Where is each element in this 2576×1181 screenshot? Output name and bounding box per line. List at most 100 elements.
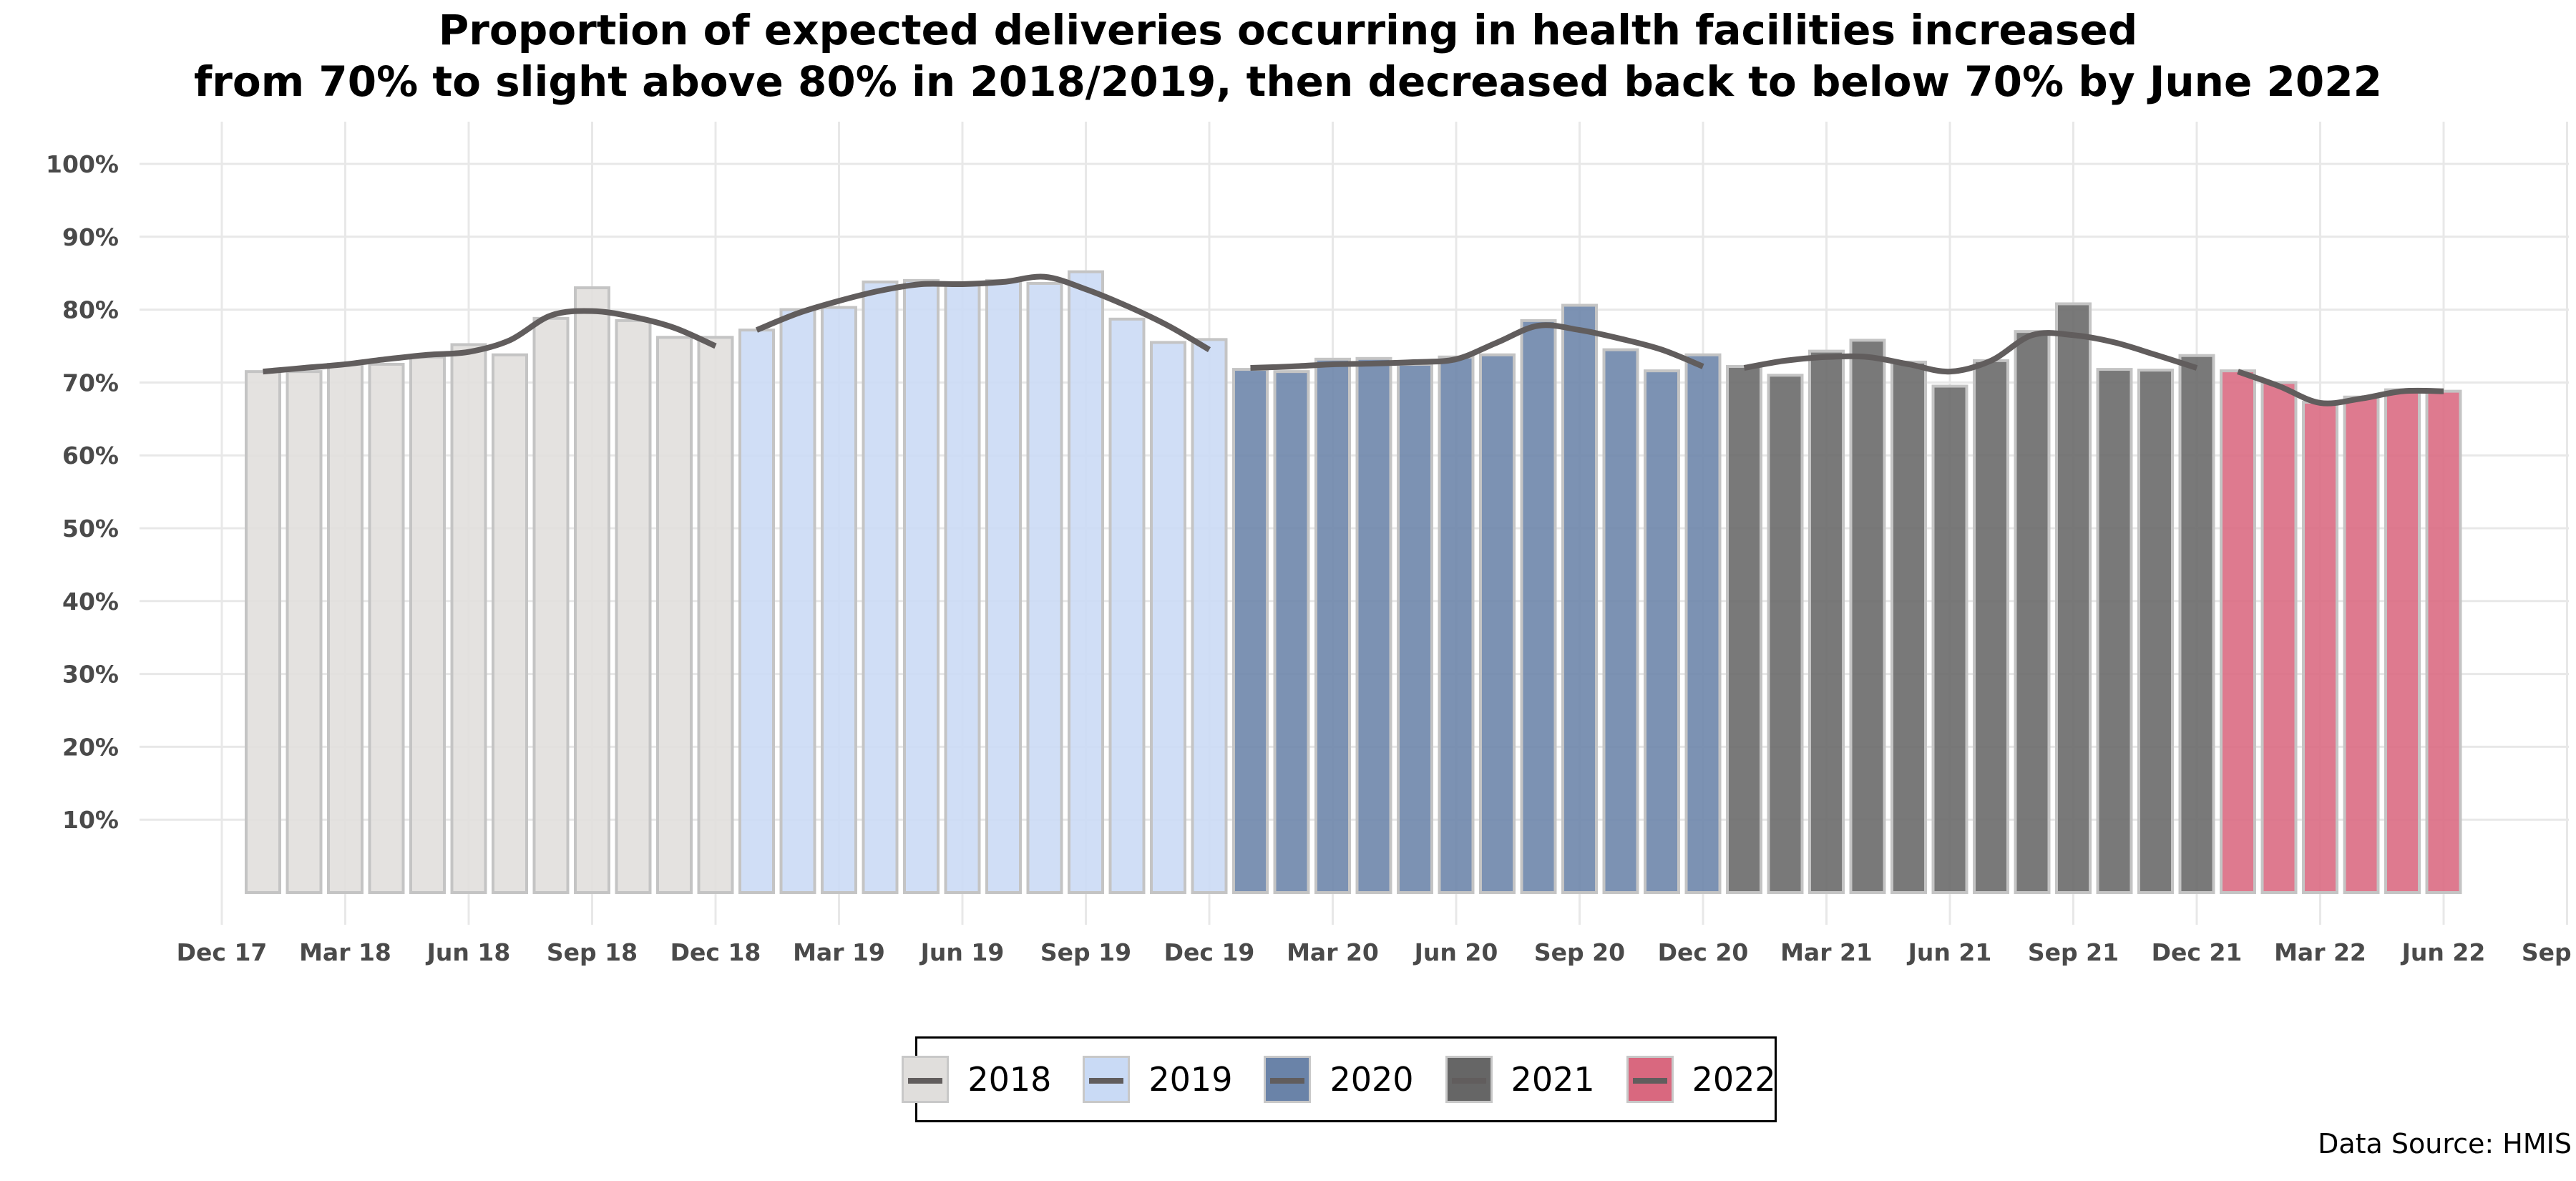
bar-2020-2 — [1273, 370, 1310, 894]
x-tick-label: Sep 20 — [1534, 938, 1625, 966]
legend-label-2020: 2020 — [1330, 1060, 1414, 1099]
legend-label-2018: 2018 — [967, 1060, 1052, 1099]
bar-2019-2 — [779, 308, 816, 895]
trend-line-2021 — [1743, 330, 2198, 375]
legend-line-glyph — [908, 1078, 943, 1084]
legend-item-2021: 2021 — [1445, 1056, 1609, 1103]
legend-item-2022: 2022 — [1626, 1056, 1790, 1103]
y-tick-label: 10% — [62, 806, 119, 834]
x-tick-label: Sep 21 — [2028, 938, 2119, 966]
x-tick-label: Mar 20 — [1287, 938, 1379, 966]
bar-2019-9 — [1068, 270, 1104, 894]
x-tick-label: Sep 22 — [2522, 938, 2576, 966]
x-tick-label: Jun 21 — [1907, 938, 1992, 966]
bar-2018-10 — [615, 319, 652, 894]
x-tick-label: Mar 22 — [2274, 938, 2366, 966]
legend-swatch-2022 — [1626, 1056, 1674, 1103]
bar-2021-1 — [1726, 365, 1762, 894]
bar-2019-8 — [1026, 281, 1063, 894]
chart-title-line-2: from 70% to slight above 80% in 2018/201… — [194, 57, 2382, 106]
bar-2019-3 — [821, 306, 857, 894]
bar-2020-5 — [1397, 362, 1433, 894]
bar-2020-1 — [1232, 368, 1269, 894]
bar-2018-9 — [574, 286, 610, 894]
bar-2019-1 — [738, 329, 775, 894]
x-tick-label: Jun 20 — [1413, 938, 1498, 966]
bar-2018-11 — [656, 336, 693, 894]
y-tick-label: 100% — [46, 150, 119, 178]
x-tick-label: Dec 19 — [1164, 938, 1255, 966]
legend-swatch-2018 — [902, 1056, 950, 1103]
bar-2020-12 — [1684, 353, 1722, 894]
bar-2019-10 — [1108, 317, 1146, 895]
legend-swatch-2020 — [1264, 1056, 1312, 1103]
bar-2020-10 — [1602, 348, 1639, 894]
x-tick-label: Mar 18 — [299, 938, 391, 966]
x-tick-label: Dec 21 — [2152, 938, 2243, 966]
y-tick-label: 90% — [62, 223, 119, 251]
chart-title-line-1: Proportion of expected deliveries occurr… — [438, 6, 2138, 54]
legend-swatch-2019 — [1083, 1056, 1131, 1103]
bar-2022-3 — [2302, 400, 2338, 894]
legend-item-2018: 2018 — [902, 1056, 1065, 1103]
legend-item-2020: 2020 — [1264, 1056, 1428, 1103]
bar-layer — [245, 270, 2462, 895]
y-tick-label: 20% — [62, 733, 119, 761]
bar-2018-7 — [492, 353, 528, 894]
bar-2020-9 — [1561, 303, 1598, 894]
trend-line-2022 — [2237, 369, 2444, 407]
x-tick-label: Jun 19 — [919, 938, 1005, 966]
trend-line-2020 — [1250, 322, 1704, 371]
bar-2021-3 — [1808, 349, 1845, 895]
bar-2022-5 — [2384, 388, 2421, 894]
x-tick-label: Jun 18 — [426, 938, 511, 966]
bar-2019-5 — [903, 278, 940, 894]
trend-line-2019 — [755, 273, 1211, 353]
bar-2020-6 — [1438, 355, 1475, 894]
x-tick-label: Dec 17 — [177, 938, 268, 966]
legend: 2018 2019 2020 2021 2022 — [902, 1036, 1777, 1122]
x-tick-label: Mar 19 — [793, 938, 885, 966]
bar-2021-6 — [1931, 384, 1968, 894]
bar-2019-7 — [985, 278, 1022, 894]
y-tick-label: 60% — [62, 442, 119, 470]
bar-2020-11 — [1644, 369, 1680, 894]
bar-2021-8 — [2014, 330, 2051, 894]
bar-2018-1 — [245, 370, 281, 894]
bar-2020-3 — [1314, 357, 1351, 895]
y-tick-label: 80% — [62, 296, 119, 324]
bar-2022-2 — [2260, 381, 2298, 894]
legend-label-2019: 2019 — [1148, 1060, 1233, 1099]
bar-2018-5 — [409, 355, 446, 894]
bar-2021-7 — [1973, 359, 2009, 894]
bar-2018-6 — [450, 343, 487, 894]
x-tick-label: Dec 20 — [1658, 938, 1749, 966]
bar-2021-9 — [2055, 302, 2092, 894]
legend-swatch-2021 — [1445, 1056, 1493, 1103]
x-tick-label: Sep 19 — [1040, 938, 1131, 966]
bar-2019-4 — [862, 280, 899, 894]
legend-label-2021: 2021 — [1511, 1060, 1595, 1099]
bar-2021-12 — [2178, 354, 2215, 894]
bar-2022-1 — [2220, 369, 2256, 894]
data-source-note: Data Source: HMIS — [2318, 1128, 2572, 1160]
bar-2021-4 — [1849, 339, 1886, 894]
chart-canvas: 10% 20% 30% 40% 50% 60% 70% 80% 90% 100% Dec 17 Ma… — [46, 122, 2576, 966]
y-tick-label: 30% — [62, 661, 119, 689]
bar-2020-4 — [1355, 356, 1392, 894]
bar-2022-6 — [2425, 389, 2462, 894]
x-tick-label: Sep 18 — [547, 938, 638, 966]
x-tick-label: Dec 18 — [670, 938, 761, 966]
chart-title: Proportion of expected deliveries occurr… — [0, 4, 2576, 107]
legend-line-glyph — [1451, 1078, 1486, 1084]
trend-layer — [263, 273, 2444, 407]
bar-2021-11 — [2137, 369, 2174, 894]
bar-2020-7 — [1479, 353, 1516, 894]
bar-2021-5 — [1890, 360, 1927, 894]
bar-2018-2 — [286, 370, 323, 894]
y-tick-label: 50% — [62, 515, 119, 543]
legend-line-glyph — [1632, 1078, 1667, 1084]
bar-2018-3 — [327, 362, 364, 894]
bar-2019-6 — [944, 282, 981, 895]
legend-line-glyph — [1089, 1078, 1124, 1084]
